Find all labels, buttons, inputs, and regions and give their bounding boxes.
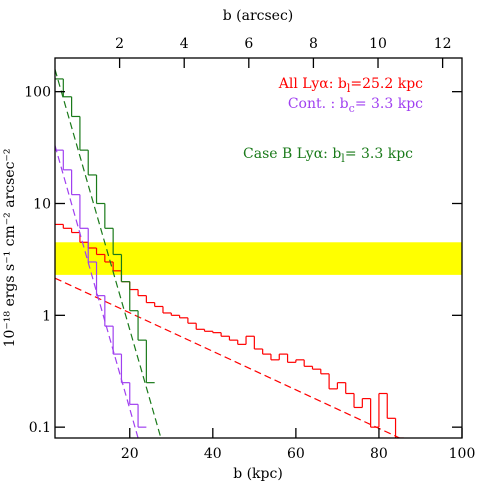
legend-text: = 3.3 kpc [355, 96, 423, 112]
x2-axis-label: b (arcsec) [223, 8, 294, 24]
legend-label: All Lyα: bl=25.2 kpc [278, 76, 423, 95]
legend-text: = 3.3 kpc [345, 146, 413, 162]
x2-tick-label: 12 [434, 36, 452, 52]
x-tick-label: 60 [287, 446, 305, 462]
x2-tick-label: 6 [244, 36, 253, 52]
fit-line [55, 69, 162, 438]
legend-label: Cont. : bc= 3.3 kpc [288, 96, 423, 115]
x2-tick-label: 10 [369, 36, 387, 52]
x-tick-label: 100 [449, 446, 476, 462]
x-tick-label: 80 [370, 446, 388, 462]
y-tick-label: 0.1 [29, 420, 51, 436]
y-tick-label: 100 [24, 85, 51, 101]
axes-frame [54, 57, 463, 439]
legend-text: l [347, 82, 351, 95]
x2-tick-label: 4 [180, 36, 189, 52]
x2-tick-label: 8 [309, 36, 318, 52]
band [55, 242, 462, 275]
legend-text: Case B Lyα: b [243, 146, 341, 162]
legend-label: Case B Lyα: bl= 3.3 kpc [243, 146, 413, 165]
plot-area [55, 69, 462, 438]
x2-tick-label: 2 [115, 36, 124, 52]
fit-line [55, 145, 139, 438]
fit-line [55, 277, 400, 438]
x-tick-label: 40 [204, 446, 222, 462]
legend-text: =25.2 kpc [350, 76, 423, 92]
legend-text: c [349, 102, 355, 115]
x-axis-label: b (kpc) [233, 466, 283, 482]
x-tick-label: 20 [121, 446, 139, 462]
legend-text: Cont. : b [288, 96, 349, 112]
y-tick-label: 10 [33, 196, 51, 212]
legend-text: l [341, 152, 345, 165]
y-tick-label: 1 [42, 308, 51, 324]
legend-text: All Lyα: b [278, 76, 347, 92]
y-axis-label: 10⁻¹⁸ ergs s⁻¹ cm⁻² arcsec⁻² [2, 149, 18, 348]
